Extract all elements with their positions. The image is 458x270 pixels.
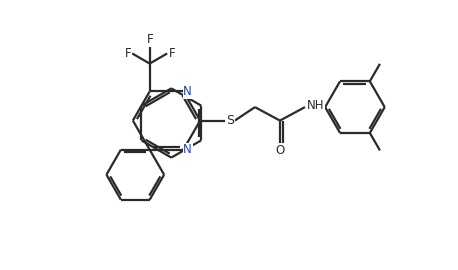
Text: F: F [147, 33, 153, 46]
Text: O: O [275, 144, 284, 157]
Text: NH: NH [307, 99, 324, 112]
Text: N: N [183, 143, 192, 156]
Text: F: F [169, 47, 175, 60]
Text: F: F [125, 47, 131, 60]
Text: N: N [183, 85, 192, 98]
Text: S: S [226, 114, 234, 127]
